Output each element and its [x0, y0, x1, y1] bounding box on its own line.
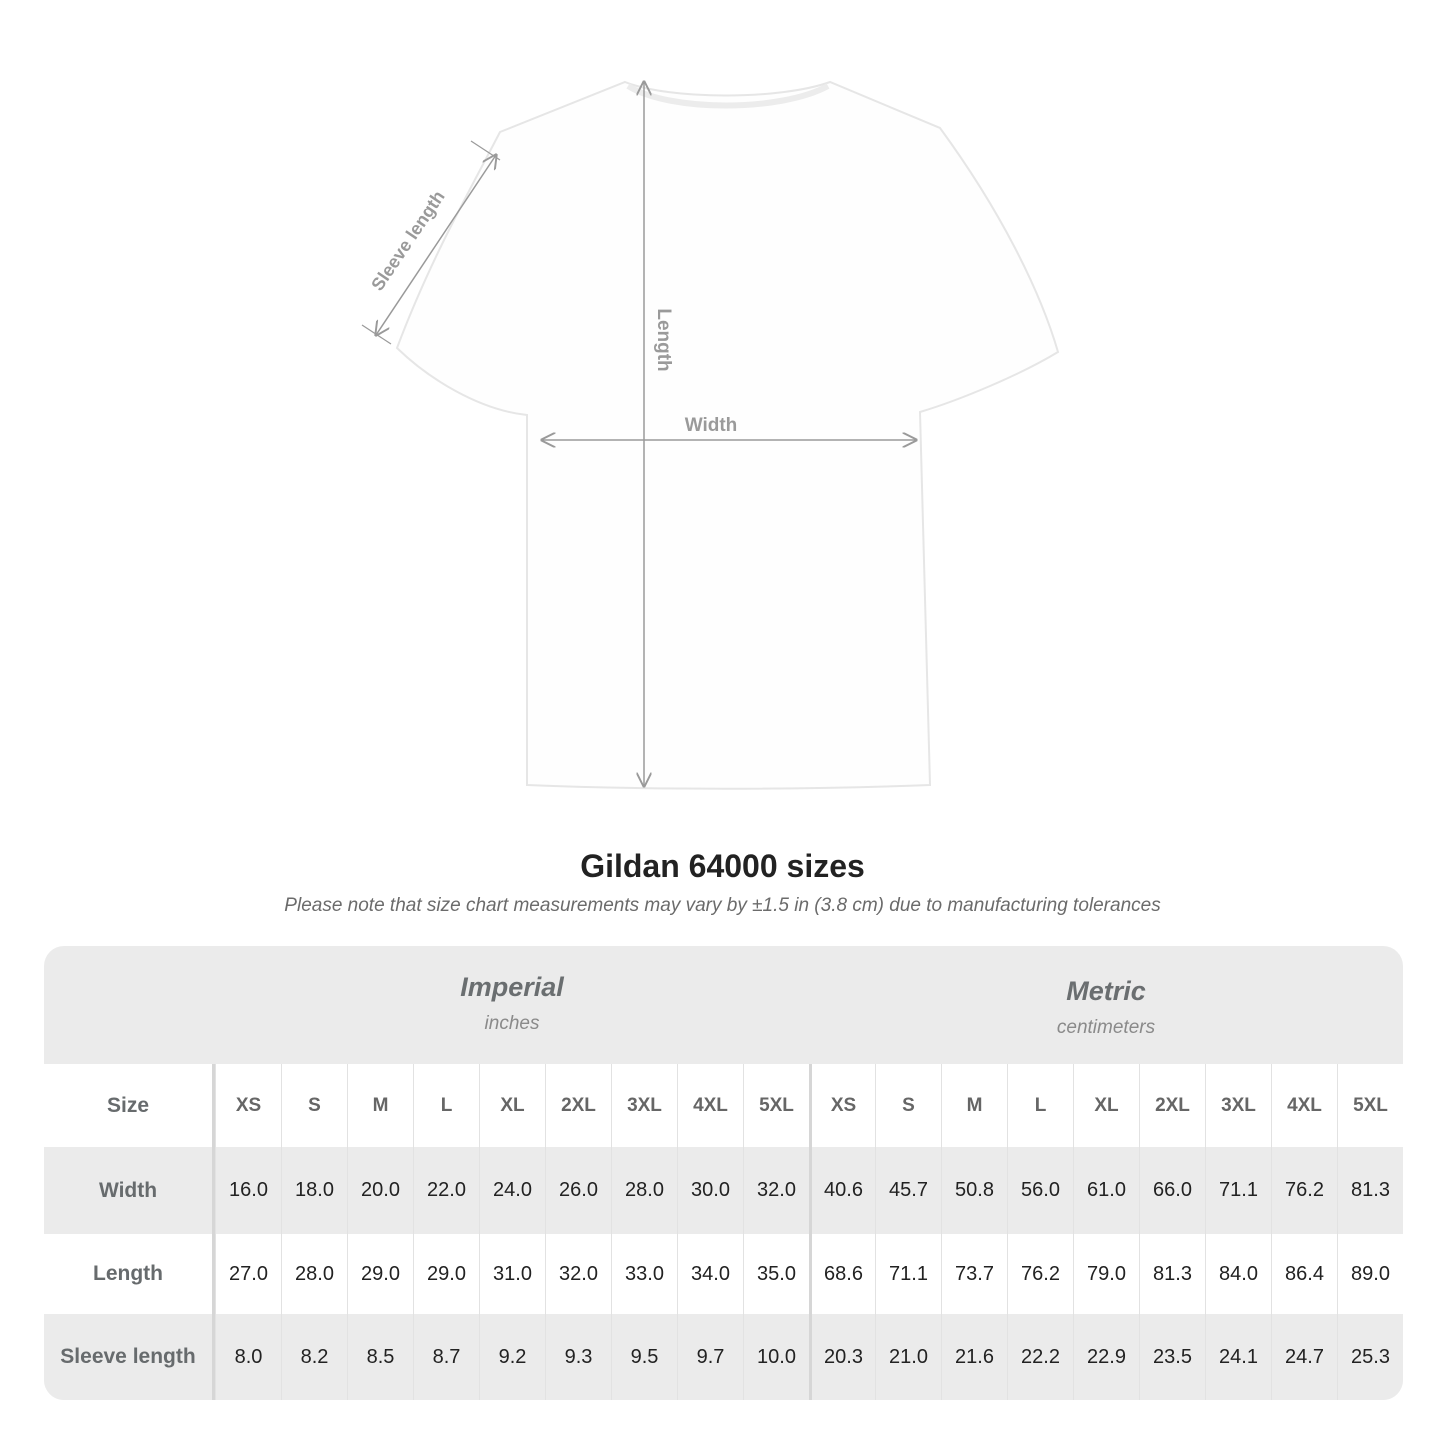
value-cell-imperial: 29.0 — [347, 1234, 413, 1314]
value-cell-metric: 81.3 — [1337, 1147, 1403, 1234]
size-metric: XS — [809, 1064, 875, 1147]
size-metric: L — [1007, 1064, 1073, 1147]
value-cell-metric: 23.5 — [1139, 1314, 1205, 1400]
value-cell-metric: 21.6 — [941, 1314, 1007, 1400]
value-cell-imperial: 9.7 — [677, 1314, 743, 1400]
value-cell-imperial: 30.0 — [677, 1147, 743, 1234]
value-cell-metric: 89.0 — [1337, 1234, 1403, 1314]
value-cell-metric: 22.9 — [1073, 1314, 1139, 1400]
length-label: Length — [653, 308, 674, 371]
value-cell-imperial: 9.3 — [545, 1314, 611, 1400]
value-cell-imperial: 8.0 — [215, 1314, 281, 1400]
table-row: Sleeve length 8.0 8.2 8.5 8.7 9.2 9.3 9.5 9.7 10.… — [44, 1314, 1403, 1400]
value-cell-imperial: 8.7 — [413, 1314, 479, 1400]
value-cell-imperial: 9.2 — [479, 1314, 545, 1400]
value-cell-metric: 76.2 — [1271, 1147, 1337, 1234]
tshirt-diagram: Width Length Sleeve length — [361, 0, 1060, 790]
metric-header: Metric centimeters — [809, 946, 1403, 1094]
value-cell-metric: 76.2 — [1007, 1234, 1073, 1314]
size-metric: XL — [1073, 1064, 1139, 1147]
value-cell-metric: 71.1 — [1205, 1147, 1271, 1234]
size-imperial: S — [281, 1064, 347, 1147]
table-row: Width 16.0 18.0 20.0 22.0 24.0 26.0 28.0 30.0 32.… — [44, 1147, 1403, 1234]
value-cell-metric: 61.0 — [1073, 1147, 1139, 1234]
value-cell-imperial: 34.0 — [677, 1234, 743, 1314]
value-cell-metric: 24.1 — [1205, 1314, 1271, 1400]
row-label: Sleeve length — [44, 1314, 215, 1400]
value-cell-imperial: 22.0 — [413, 1147, 479, 1234]
value-cell-metric: 81.3 — [1139, 1234, 1205, 1314]
size-imperial: 2XL — [545, 1064, 611, 1147]
value-cell-imperial: 28.0 — [611, 1147, 677, 1234]
value-cell-imperial: 10.0 — [743, 1314, 809, 1400]
value-cell-imperial: 26.0 — [545, 1147, 611, 1234]
value-cell-metric: 56.0 — [1007, 1147, 1073, 1234]
value-cell-imperial: 8.5 — [347, 1314, 413, 1400]
imperial-header: Imperial inches — [215, 946, 809, 1090]
value-cell-imperial: 24.0 — [479, 1147, 545, 1234]
value-cell-imperial: 33.0 — [611, 1234, 677, 1314]
value-cell-metric: 79.0 — [1073, 1234, 1139, 1314]
value-cell-metric: 73.7 — [941, 1234, 1007, 1314]
size-imperial: 4XL — [677, 1064, 743, 1147]
imperial-label: Imperial — [460, 972, 564, 1002]
value-cell-imperial: 8.2 — [281, 1314, 347, 1400]
size-header-row: Size XS S M L XL 2XL 3XL 4XL 5XL XS S M L XL 2XL 3XL 4XL 5… — [44, 1064, 1403, 1147]
metric-label: Metric — [1066, 976, 1146, 1006]
value-cell-imperial: 27.0 — [215, 1234, 281, 1314]
value-cell-metric: 40.6 — [809, 1147, 875, 1234]
value-cell-imperial: 18.0 — [281, 1147, 347, 1234]
size-imperial: 5XL — [743, 1064, 809, 1147]
size-metric: 4XL — [1271, 1064, 1337, 1147]
value-cell-imperial: 28.0 — [281, 1234, 347, 1314]
value-cell-metric: 86.4 — [1271, 1234, 1337, 1314]
value-cell-imperial: 29.0 — [413, 1234, 479, 1314]
sleeve-arrow — [376, 155, 496, 335]
value-cell-metric: 50.8 — [941, 1147, 1007, 1234]
value-cell-imperial: 32.0 — [743, 1147, 809, 1234]
size-imperial: 3XL — [611, 1064, 677, 1147]
value-cell-metric: 24.7 — [1271, 1314, 1337, 1400]
value-cell-metric: 66.0 — [1139, 1147, 1205, 1234]
page-title: Gildan 64000 sizes — [580, 848, 865, 884]
metric-unit: centimeters — [1056, 1017, 1156, 1038]
row-label: Length — [44, 1234, 215, 1314]
value-cell-metric: 22.2 — [1007, 1314, 1073, 1400]
value-cell-imperial: 9.5 — [611, 1314, 677, 1400]
tolerance-note: Please note that size chart measurements… — [284, 895, 1161, 916]
size-metric: M — [941, 1064, 1007, 1147]
size-metric: 2XL — [1139, 1064, 1205, 1147]
value-cell-metric: 68.6 — [809, 1234, 875, 1314]
table-row: Length 27.0 28.0 29.0 29.0 31.0 32.0 33.0 34.0 35… — [44, 1234, 1403, 1314]
value-cell-imperial: 35.0 — [743, 1234, 809, 1314]
size-metric: 3XL — [1205, 1064, 1271, 1147]
value-cell-imperial: 16.0 — [215, 1147, 281, 1234]
value-cell-metric: 45.7 — [875, 1147, 941, 1234]
value-cell-metric: 20.3 — [809, 1314, 875, 1400]
value-cell-imperial: 31.0 — [479, 1234, 545, 1314]
width-label: Width — [685, 415, 738, 436]
size-table: Imperial inches Metric centimeters Size X… — [44, 946, 1403, 1400]
row-label: Width — [44, 1147, 215, 1234]
size-imperial: XS — [215, 1064, 281, 1147]
value-cell-metric: 84.0 — [1205, 1234, 1271, 1314]
value-cell-imperial: 20.0 — [347, 1147, 413, 1234]
size-label: Size — [44, 1064, 215, 1147]
size-imperial: L — [413, 1064, 479, 1147]
value-cell-metric: 71.1 — [875, 1234, 941, 1314]
imperial-unit: inches — [484, 1013, 540, 1034]
size-metric: S — [875, 1064, 941, 1147]
size-imperial: M — [347, 1064, 413, 1147]
value-cell-metric: 25.3 — [1337, 1314, 1403, 1400]
size-imperial: XL — [479, 1064, 545, 1147]
value-cell-imperial: 32.0 — [545, 1234, 611, 1314]
value-cell-metric: 21.0 — [875, 1314, 941, 1400]
size-metric: 5XL — [1337, 1064, 1403, 1147]
